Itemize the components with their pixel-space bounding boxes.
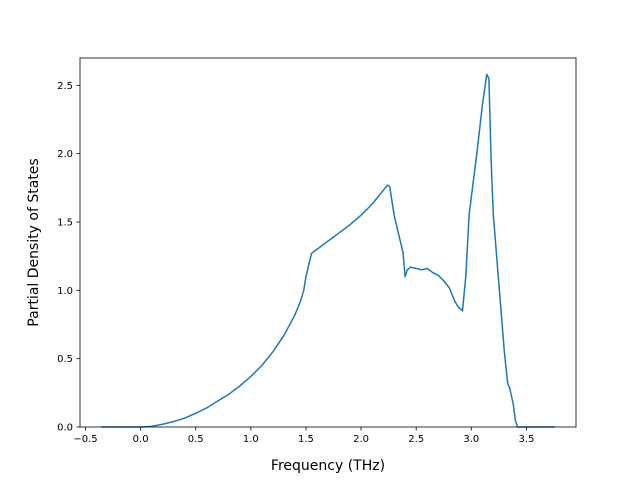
x-tick-label: 0.5 [188, 434, 204, 445]
y-tick-label: 1.5 [57, 218, 73, 229]
x-tick-label: −0.5 [73, 434, 97, 445]
y-axis-ticks: 0.0 0.5 1.0 1.5 2.0 2.5 [57, 81, 80, 434]
y-tick-label: 0.5 [57, 354, 73, 365]
x-tick-label: 1.5 [298, 434, 314, 445]
y-axis-label: Partial Density of States [26, 158, 42, 326]
x-tick-label: 3.5 [518, 434, 534, 445]
series-line [101, 73, 555, 428]
x-tick-label: 2.5 [408, 434, 424, 445]
y-tick-label: 1.0 [57, 286, 73, 297]
plot-frame [79, 57, 577, 428]
x-axis-ticks: −0.5 0.0 0.5 1.0 1.5 2.0 2.5 3.0 3.5 [73, 427, 534, 445]
y-tick-label: 2.0 [57, 149, 73, 160]
x-axis-label: Frequency (THz) [271, 458, 385, 474]
x-tick-label: 3.0 [463, 434, 479, 445]
series-layer [101, 73, 555, 428]
x-tick-label: 2.0 [353, 434, 369, 445]
x-tick-label: 0.0 [133, 434, 149, 445]
y-tick-label: 0.0 [57, 423, 73, 434]
y-tick-label: 2.5 [57, 81, 73, 92]
x-tick-label: 1.0 [243, 434, 259, 445]
